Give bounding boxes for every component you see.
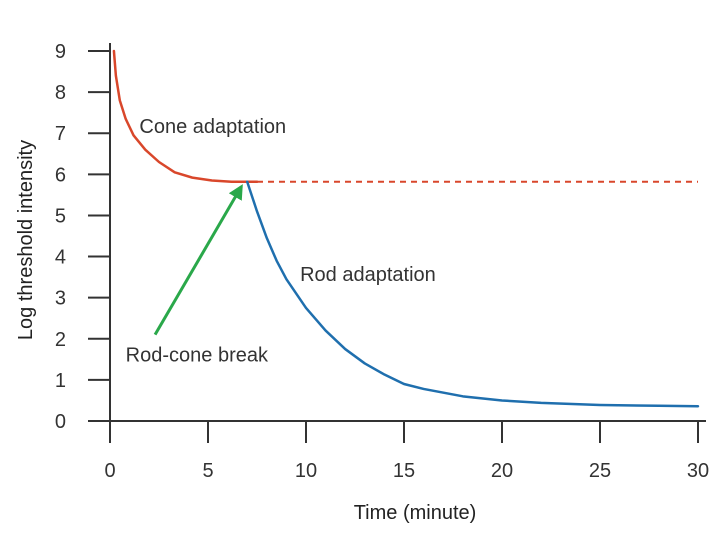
y-tick-label: 4: [55, 247, 66, 269]
rod-cone-break-label: Rod-cone break: [126, 344, 269, 366]
y-tick-label: 8: [55, 82, 66, 104]
y-tick-label: 3: [55, 288, 66, 310]
x-axis-title: Time (minute): [354, 502, 477, 524]
series-layer: [112, 49, 700, 408]
axes: [109, 43, 706, 422]
series-cone-adaptation: [112, 49, 259, 183]
x-tick-label: 15: [393, 460, 415, 482]
y-tick-label: 9: [55, 41, 66, 63]
cone-adaptation-label: Cone adaptation: [139, 116, 286, 138]
y-tick-label: 5: [55, 205, 66, 227]
rod-adaptation-label: Rod adaptation: [300, 264, 436, 286]
y-tick-label: 2: [55, 329, 66, 351]
y-tick-label: 6: [55, 164, 66, 186]
x-tick-label: 0: [104, 460, 115, 482]
x-tick-label: 20: [491, 460, 513, 482]
x-ticks: 0 5 10 15 20 25 30: [104, 421, 709, 482]
x-tick-label: 5: [202, 460, 213, 482]
y-tick-label: 7: [55, 123, 66, 145]
x-tick-label: 10: [295, 460, 317, 482]
series-rod-adaptation: [245, 180, 700, 408]
rod-cone-break-arrow: [153, 184, 243, 336]
x-tick-label: 25: [589, 460, 611, 482]
y-axis-title: Log threshold intensity: [15, 140, 37, 340]
y-tick-label: 0: [55, 411, 66, 433]
y-tick-label: 1: [55, 370, 66, 392]
x-tick-label: 30: [687, 460, 709, 482]
y-ticks: 0 1 2 3 4 5 6 7 8 9: [55, 41, 110, 433]
